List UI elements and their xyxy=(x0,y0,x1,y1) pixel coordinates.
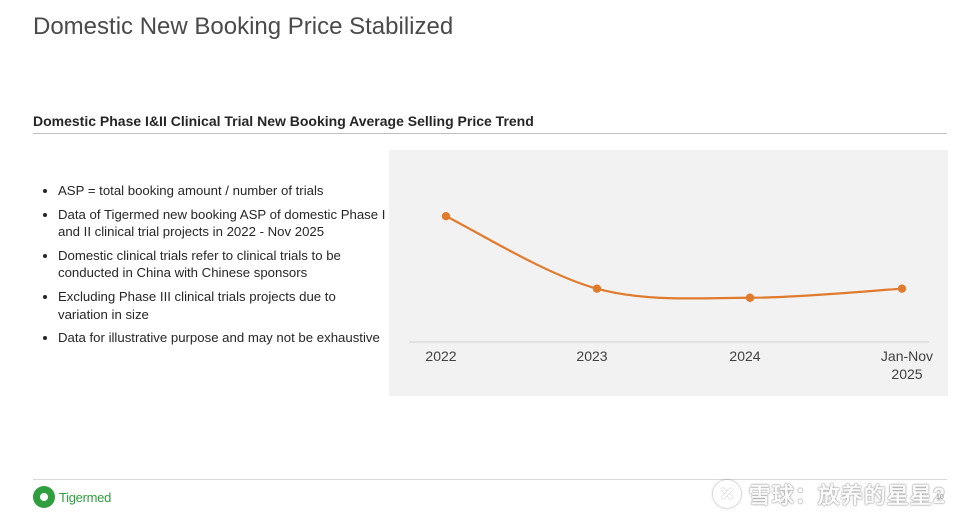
note-item: Data of Tigermed new booking ASP of dome… xyxy=(58,206,388,241)
page-title: Domestic New Booking Price Stabilized xyxy=(33,13,454,40)
data-point-3 xyxy=(897,284,907,293)
page-number: 10 xyxy=(936,494,944,501)
footer-divider xyxy=(33,479,947,480)
notes-list: ASP = total booking amount / number of t… xyxy=(40,182,388,353)
xueqiu-icon xyxy=(712,480,741,508)
note-item: Data for illustrative purpose and may no… xyxy=(58,329,388,347)
note-item: ASP = total booking amount / number of t… xyxy=(58,182,388,200)
data-point-1 xyxy=(592,284,602,293)
x-tick-label: 2022 xyxy=(425,348,456,364)
note-item: Excluding Phase III clinical trials proj… xyxy=(58,288,388,323)
x-tick-label: 2023 xyxy=(576,348,607,364)
data-point-0 xyxy=(441,212,451,221)
series-line xyxy=(445,215,903,300)
asp-line-chart: 2022 2023 2024 Jan-Nov 2025 xyxy=(409,212,933,382)
chart-panel: 2022 2023 2024 Jan-Nov 2025 xyxy=(389,150,948,396)
logo-text: Tigermed xyxy=(59,489,112,505)
note-item: Domestic clinical trials refer to clinic… xyxy=(58,247,388,282)
tigermed-logo-icon xyxy=(33,486,55,508)
tigermed-logo: Tigermed xyxy=(33,486,111,508)
watermark-text: 雪球：放养的星星2 xyxy=(748,483,946,508)
watermark: 雪球：放养的星星2 xyxy=(712,478,946,510)
data-point-2 xyxy=(745,293,755,302)
chart-subtitle: Domestic Phase I&II Clinical Trial New B… xyxy=(33,113,534,129)
x-tick-label: 2024 xyxy=(729,348,760,364)
x-tick-label: Jan-Nov 2025 xyxy=(881,348,933,382)
subtitle-divider xyxy=(33,133,947,134)
